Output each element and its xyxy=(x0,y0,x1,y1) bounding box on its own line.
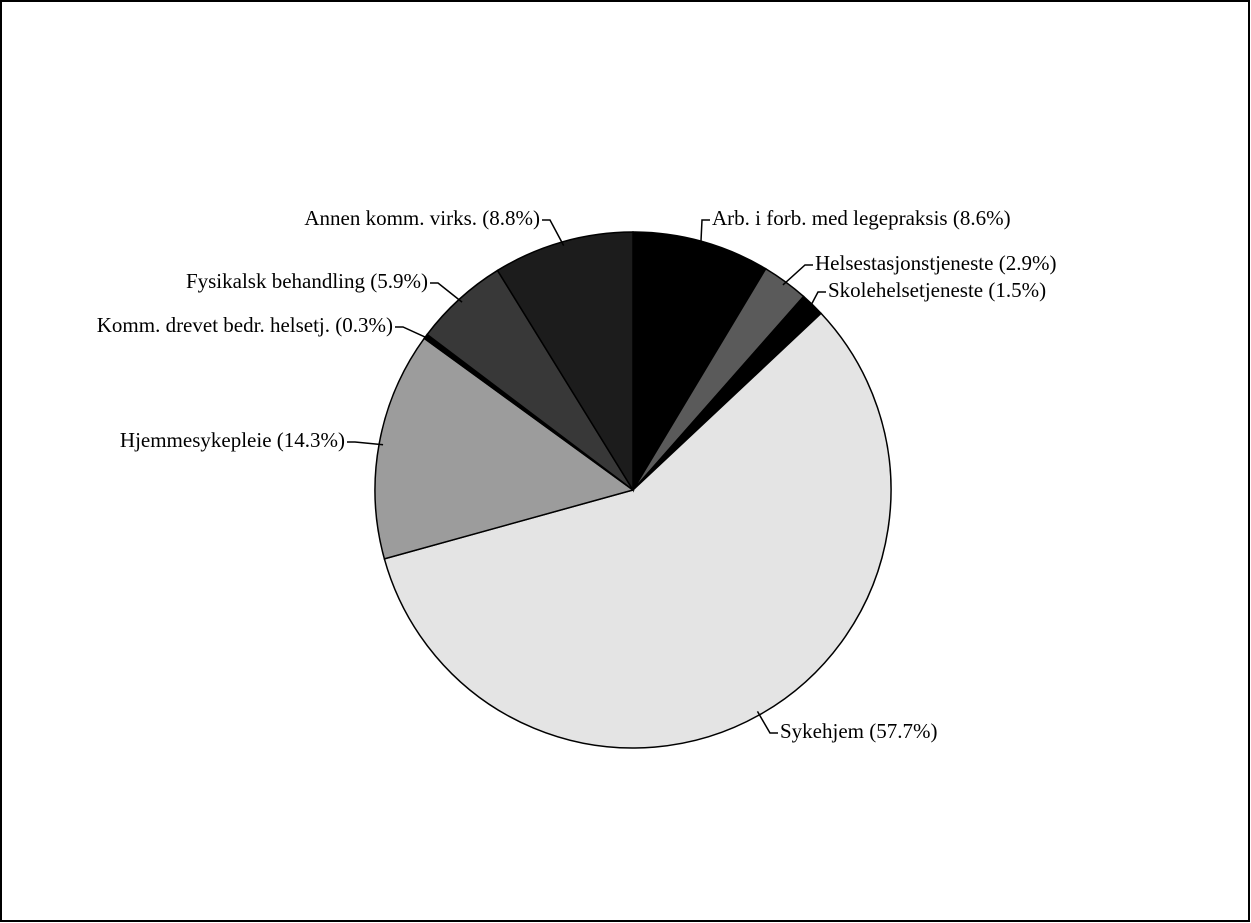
slice-label: Hjemmesykepleie (14.3%) xyxy=(120,428,345,452)
pie-slice xyxy=(496,231,634,493)
pie-slice xyxy=(632,231,767,493)
slice-label: Komm. drevet bedr. helsetj. (0.3%) xyxy=(97,313,393,337)
slice-label: Helsestasjonstjeneste (2.9%) xyxy=(815,251,1056,275)
slice-label: Sykehjem (57.7%) xyxy=(780,719,937,743)
leader-line xyxy=(395,326,430,340)
leader-line xyxy=(700,219,710,246)
slice-label: Arb. i forb. med legepraksis (8.6%) xyxy=(712,206,1011,230)
leader-line xyxy=(756,711,778,734)
leader-line xyxy=(782,264,813,286)
leader-line xyxy=(809,291,826,308)
slice-label: Fysikalsk behandling (5.9%) xyxy=(186,269,428,293)
leader-line xyxy=(430,282,463,303)
slice-label: Annen komm. virks. (8.8%) xyxy=(304,206,540,230)
leader-line xyxy=(347,441,384,446)
slice-label: Skolehelsetjeneste (1.5%) xyxy=(828,278,1046,302)
leader-line xyxy=(542,219,565,246)
